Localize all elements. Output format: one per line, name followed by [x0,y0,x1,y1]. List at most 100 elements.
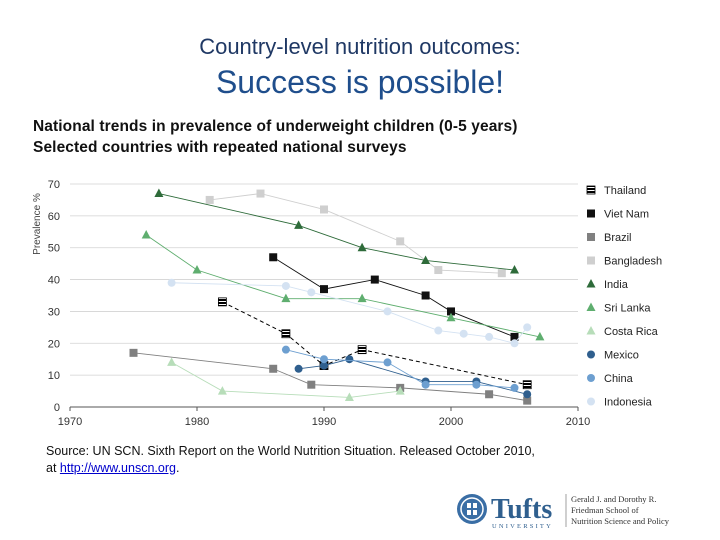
point-srilanka-0 [141,229,151,239]
legend-label-india: India [604,279,629,291]
tufts-university: UNIVERSITY [492,523,553,530]
point-srilanka-5 [535,331,545,341]
y-tick-label-20: 20 [48,338,60,350]
point-costarica-1 [217,386,227,395]
legend-marker-thailand [586,185,596,195]
point-india-3 [421,255,431,264]
point-srilanka-3 [357,293,367,303]
series-line-bangladesh [209,193,502,274]
point-bangladesh-2 [320,205,328,214]
point-indonesia-5 [459,329,468,338]
series-line-brazil [133,352,528,402]
legend-label-brazil: Brazil [604,232,632,244]
point-china-0 [281,345,290,354]
legend-label-bangladesh: Bangladesh [604,256,662,268]
series-line-costarica [171,362,401,398]
x-tick-label-1990: 1990 [312,416,336,428]
legend-label-china: China [604,373,634,385]
legend-marker-vietnam [587,209,595,218]
legend-marker-china [587,374,595,382]
series-line-china [285,349,515,389]
point-brazil-4 [485,390,494,399]
point-costarica-0 [167,357,177,366]
legend-marker-brazil [587,233,595,241]
point-vietnam-1 [320,285,328,294]
point-mexico-5 [523,390,532,399]
series-line-mexico [298,358,528,395]
point-china-1 [320,355,328,364]
point-indonesia-4 [434,326,443,335]
legend-marker-mexico [587,350,595,359]
y-tick-label-40: 40 [48,275,60,287]
point-thailand-3 [357,345,367,355]
point-bangladesh-4 [434,266,443,275]
y-tick-label-30: 30 [48,306,60,318]
tufts-logo: Tufts UNIVERSITY Gerald J. and Dorothy R… [457,494,670,530]
point-srilanka-4 [446,312,456,322]
y-tick-label-50: 50 [48,243,60,255]
point-india-1 [294,220,304,229]
point-indonesia-7 [510,339,519,348]
point-brazil-1 [269,364,278,373]
school-line-1: Gerald J. and Dorothy R. [571,494,656,504]
slide-title: Success is possible! [215,64,505,100]
point-vietnam-2 [370,275,379,284]
point-indonesia-3 [383,307,392,316]
series-line-srilanka [145,234,540,338]
point-vietnam-5 [510,332,519,341]
legend-marker-costarica [586,326,596,335]
legend-marker-bangladesh [587,256,595,265]
legend-marker-indonesia [587,397,595,406]
point-indonesia-8 [523,323,532,332]
point-india-0 [154,188,164,198]
legend-label-thailand: Thailand [604,185,646,197]
source-line-2: at http://www.unscn.org. [46,460,535,477]
legend-marker-srilanka [586,302,596,311]
series-line-india [158,193,515,271]
point-bangladesh-1 [256,189,265,198]
point-thailand-4 [522,380,532,390]
series-line-vietnam [272,256,515,338]
point-indonesia-2 [307,288,316,297]
point-vietnam-4 [447,307,455,316]
legend-label-vietnam: Viet Nam [604,209,649,221]
tufts-seal-icon [457,494,487,524]
chart-heading-line-1: National trends in prevalence of underwe… [33,118,518,135]
x-tick-label-1970: 1970 [58,416,82,428]
series-line-indonesia [171,282,528,344]
y-tick-label-0: 0 [54,402,60,414]
school-line-2: Friedman School of [571,505,639,515]
y-axis-label: Prevalence % [32,193,43,255]
y-tick-label-10: 10 [48,370,60,382]
point-thailand-1 [281,329,291,339]
point-china-2 [383,358,392,367]
point-bangladesh-0 [205,195,214,204]
point-india-2 [357,242,367,252]
point-mexico-1 [320,361,328,370]
legend-label-indonesia: Indonesia [604,397,653,409]
source-line-1: Source: UN SCN. Sixth Report on the Worl… [46,444,535,458]
tufts-wordmark: Tufts [491,494,552,525]
point-brazil-0 [129,348,138,357]
point-china-4 [472,380,481,389]
school-line-3: Nutrition Science and Policy [571,516,670,526]
point-indonesia-1 [281,281,290,290]
point-china-5 [510,383,519,392]
legend-label-costarica: Costa Rica [604,326,659,338]
y-tick-label-60: 60 [48,211,60,223]
point-bangladesh-3 [396,237,405,246]
source-prefix: at [46,461,60,475]
chart-heading-line-2: Selected countries with repeated nationa… [33,139,407,156]
slide-subtitle: Country-level nutrition outcomes: [199,34,521,59]
x-tick-label-2000: 2000 [439,416,463,428]
source-suffix: . [175,461,180,475]
source-link[interactable]: http://www.unscn.org [59,461,176,475]
point-srilanka-2 [281,293,291,303]
source-note: Source: UN SCN. Sixth Report on the Worl… [46,443,535,477]
legend-label-mexico: Mexico [604,350,639,362]
legend-marker-india [586,279,596,288]
point-brazil-5 [523,396,532,405]
point-vietnam-0 [269,253,278,262]
point-thailand-0 [217,297,227,307]
